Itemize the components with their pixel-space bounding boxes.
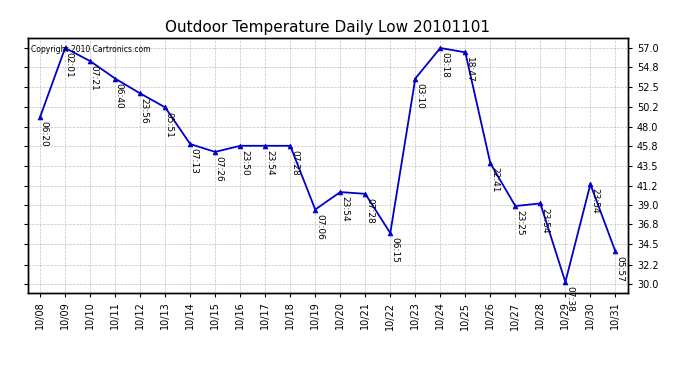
Text: 06:40: 06:40 [115,83,124,108]
Text: 07:21: 07:21 [90,65,99,91]
Text: 02:01: 02:01 [65,52,74,78]
Text: 06:15: 06:15 [390,237,399,263]
Text: 03:10: 03:10 [415,83,424,109]
Text: 07:28: 07:28 [290,150,299,176]
Text: 23:25: 23:25 [515,210,524,236]
Text: 18:47: 18:47 [465,57,474,82]
Text: 23:54: 23:54 [540,208,549,233]
Text: 23:54: 23:54 [265,150,274,176]
Text: 07:13: 07:13 [190,148,199,174]
Text: 07:38: 07:38 [565,286,574,312]
Text: 06:20: 06:20 [40,121,49,147]
Text: 23:54: 23:54 [590,188,599,214]
Text: 07:26: 07:26 [215,156,224,182]
Text: 05:57: 05:57 [615,256,624,282]
Text: 03:18: 03:18 [440,52,449,78]
Text: 23:50: 23:50 [240,150,249,176]
Text: 23:54: 23:54 [340,196,349,222]
Text: 22:41: 22:41 [490,167,499,193]
Title: Outdoor Temperature Daily Low 20101101: Outdoor Temperature Daily Low 20101101 [165,20,491,35]
Text: 07:28: 07:28 [365,198,374,224]
Text: 07:06: 07:06 [315,214,324,240]
Text: Copyright 2010 Cartronics.com: Copyright 2010 Cartronics.com [30,45,150,54]
Text: 05:51: 05:51 [165,111,174,137]
Text: 23:56: 23:56 [140,98,149,123]
